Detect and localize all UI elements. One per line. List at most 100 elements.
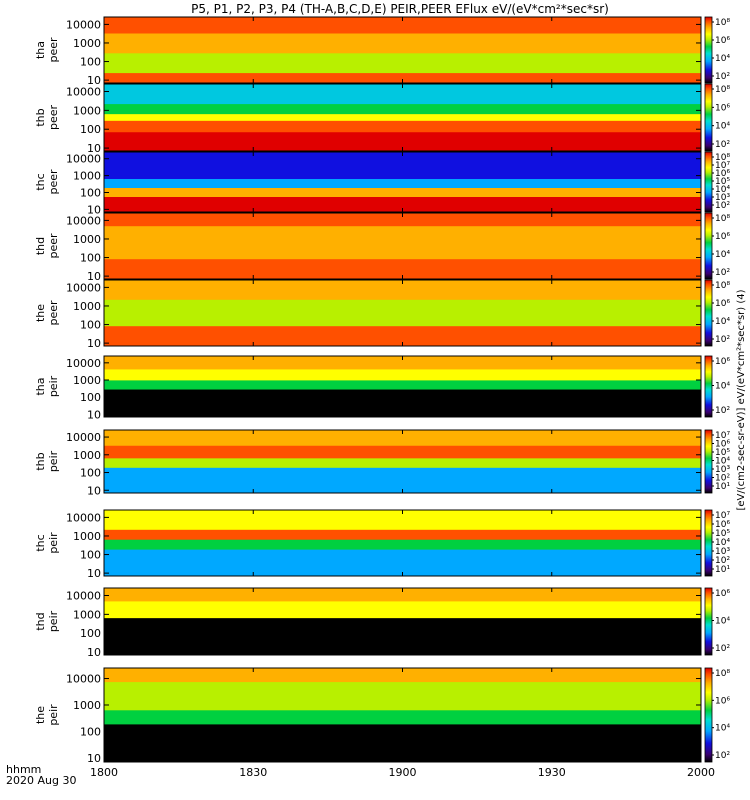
- y-tick-label: 10000: [66, 357, 101, 370]
- y-tick-label: 10: [87, 270, 101, 283]
- colorbar-tick-label: 10⁴: [715, 317, 730, 327]
- y-tick-label: 100: [80, 56, 101, 69]
- y-tick-label: 10000: [66, 511, 101, 524]
- probe-label: thb: [34, 452, 47, 470]
- colorbar-tick-label: 10⁸: [715, 281, 730, 291]
- colorbar-tick-label: 10²: [715, 268, 730, 278]
- product-label: peer: [47, 37, 60, 63]
- colorbar-tick-label: 10⁶: [715, 232, 730, 242]
- colorbar-tick-label: 10²: [715, 644, 730, 654]
- y-tick-label: 10: [87, 203, 101, 216]
- colorbar-tick-label: 10⁵: [715, 177, 730, 187]
- panel-tha-peir: 10000 1000 100 10 tha peir 10⁶ 10⁴ 10²: [34, 355, 730, 421]
- panel-thc-peer: 10000 1000 100 10 thc peer 10⁸10⁷10⁶10⁵10⁴10³1…: [34, 151, 730, 216]
- colorbar: [704, 83, 713, 152]
- y-tick-label: 10: [87, 484, 101, 497]
- probe-label: tha: [34, 377, 47, 395]
- colorbar: [704, 667, 713, 763]
- colorbar-tick-label: 10⁷: [715, 431, 730, 441]
- spectrogram-band: [104, 226, 701, 260]
- probe-label: the: [34, 304, 47, 322]
- spectrogram-band: [104, 132, 701, 152]
- spectrogram-band: [104, 724, 701, 763]
- probe-label: thc: [34, 173, 47, 190]
- y-tick-label: 100: [80, 252, 101, 265]
- y-tick-label: 10000: [66, 214, 101, 227]
- spectrogram-band: [104, 430, 701, 447]
- product-label: peir: [47, 532, 60, 554]
- spectrogram-band: [104, 389, 701, 418]
- y-tick-label: 10000: [66, 673, 101, 686]
- y-tick-label: 10: [87, 752, 101, 765]
- spectrogram-band: [104, 299, 701, 327]
- colorbar-tick-label: 10⁴: [715, 724, 730, 734]
- colorbar: [704, 509, 713, 577]
- colorbar: [704, 587, 713, 656]
- y-tick-label: 1000: [73, 170, 101, 183]
- time-axis-label-top: hhmm: [6, 763, 41, 776]
- y-tick-label: 1000: [73, 699, 101, 712]
- spectrogram-band: [104, 682, 701, 711]
- y-tick-label: 100: [80, 467, 101, 480]
- spectrogram-band: [104, 326, 701, 347]
- colorbar-tick-label: 10²: [715, 201, 730, 211]
- y-tick-label: 10: [87, 567, 101, 580]
- panel-thb-peir: 10000 1000 100 10 thb peir 10⁷10⁶10⁵10⁴10³10²1…: [34, 429, 730, 497]
- colorbar-tick-label: 10⁴: [715, 538, 730, 548]
- colorbar-tick-label: 10⁶: [715, 520, 730, 530]
- y-tick-label: 1000: [73, 608, 101, 621]
- colorbar-tick-label: 10²: [715, 556, 730, 566]
- y-tick-label: 1000: [73, 104, 101, 117]
- spectrogram-band: [104, 510, 701, 531]
- y-tick-label: 10000: [66, 590, 101, 603]
- probe-label: thb: [34, 108, 47, 126]
- spectrogram-band: [104, 84, 701, 105]
- panel-thc-peir: 10000 1000 100 10 thc peir 10⁷10⁶10⁵10⁴10³10²1…: [34, 509, 730, 580]
- y-tick-label: 100: [80, 627, 101, 640]
- spectrogram-band: [104, 188, 701, 198]
- colorbar: [704, 355, 713, 418]
- colorbar-tick-label: 10⁸: [715, 18, 730, 28]
- y-tick-label: 10: [87, 646, 101, 659]
- y-tick-label: 10: [87, 337, 101, 350]
- colorbar-tick-label: 10³: [715, 465, 730, 475]
- panel-thb-peer: 10000 1000 100 10 thb peer 10⁸ 10⁶ 10⁴ 10²: [34, 83, 730, 155]
- colorbar-tick-label: 10⁴: [715, 250, 730, 260]
- product-label: peir: [47, 450, 60, 472]
- colorbar-tick-label: 10⁶: [715, 696, 730, 706]
- product-label: peer: [47, 169, 60, 195]
- x-tick-label: 1900: [389, 766, 417, 779]
- spectrogram-band: [104, 120, 701, 133]
- spectrogram-band: [104, 104, 701, 115]
- colorbar: [704, 151, 713, 213]
- y-tick-label: 10: [87, 74, 101, 87]
- colorbar-tick-label: 10²: [715, 140, 730, 150]
- colorbar-tick-label: 10⁸: [715, 669, 730, 679]
- y-tick-label: 10000: [66, 153, 101, 166]
- colorbar-tick-label: 10³: [715, 547, 730, 557]
- x-tick-label: 1830: [239, 766, 267, 779]
- colorbar: [704, 212, 713, 280]
- y-tick-label: 1000: [73, 233, 101, 246]
- colorbar: [704, 429, 713, 494]
- spectrogram-band: [104, 17, 701, 34]
- probe-label: the: [34, 706, 47, 724]
- probe-label: tha: [34, 41, 47, 59]
- y-tick-label: 100: [80, 186, 101, 199]
- colorbar-tick-label: 10²: [715, 406, 730, 416]
- colorbar-tick-label: 10⁴: [715, 54, 730, 64]
- colorbar-tick-label: 10⁴: [715, 457, 730, 467]
- product-label: peer: [47, 233, 60, 259]
- y-tick-label: 100: [80, 725, 101, 738]
- y-tick-label: 10000: [66, 431, 101, 444]
- spectrogram-band: [104, 539, 701, 551]
- panel-the-peir: 10000 1000 100 10 the peir 10⁸ 10⁶ 10⁴ 10²: [34, 667, 730, 765]
- colorbar-tick-label: 10⁵: [715, 529, 730, 539]
- y-tick-label: 10000: [66, 18, 101, 31]
- product-label: peir: [47, 610, 60, 632]
- y-tick-label: 1000: [73, 374, 101, 387]
- y-tick-label: 10000: [66, 86, 101, 99]
- product-label: peir: [47, 704, 60, 726]
- colorbar-tick-label: 10³: [715, 193, 730, 203]
